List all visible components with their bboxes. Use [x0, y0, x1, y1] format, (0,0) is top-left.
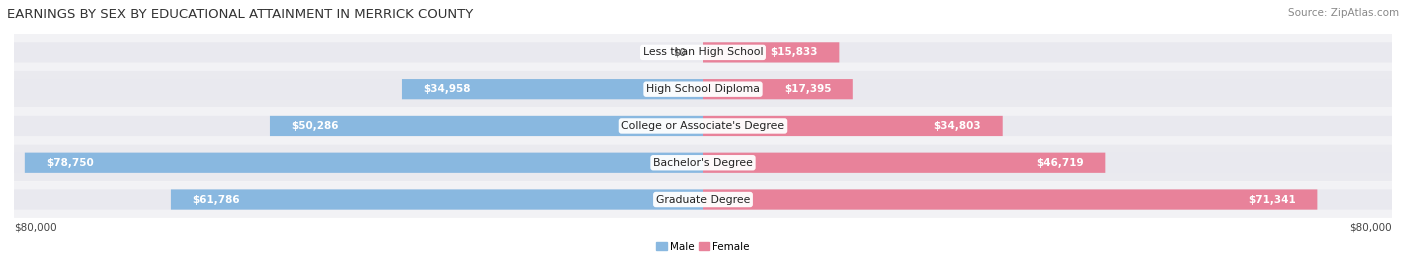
Text: $71,341: $71,341: [1249, 195, 1296, 204]
FancyBboxPatch shape: [172, 189, 703, 210]
FancyBboxPatch shape: [270, 116, 703, 136]
FancyBboxPatch shape: [14, 107, 1392, 144]
Text: $15,833: $15,833: [770, 47, 818, 57]
Text: $78,750: $78,750: [46, 158, 94, 168]
Text: Less than High School: Less than High School: [643, 47, 763, 57]
Text: $50,286: $50,286: [291, 121, 339, 131]
FancyBboxPatch shape: [14, 42, 1392, 62]
FancyBboxPatch shape: [14, 71, 1392, 107]
Text: High School Diploma: High School Diploma: [647, 84, 759, 94]
Text: EARNINGS BY SEX BY EDUCATIONAL ATTAINMENT IN MERRICK COUNTY: EARNINGS BY SEX BY EDUCATIONAL ATTAINMEN…: [7, 8, 474, 21]
FancyBboxPatch shape: [703, 42, 839, 62]
Text: Bachelor's Degree: Bachelor's Degree: [652, 158, 754, 168]
FancyBboxPatch shape: [14, 79, 1392, 99]
Text: Graduate Degree: Graduate Degree: [655, 195, 751, 204]
Text: $61,786: $61,786: [193, 195, 240, 204]
Text: $34,803: $34,803: [934, 121, 981, 131]
FancyBboxPatch shape: [25, 153, 703, 173]
Text: $46,719: $46,719: [1036, 158, 1084, 168]
Text: $34,958: $34,958: [423, 84, 471, 94]
Text: Source: ZipAtlas.com: Source: ZipAtlas.com: [1288, 8, 1399, 18]
Text: College or Associate's Degree: College or Associate's Degree: [621, 121, 785, 131]
FancyBboxPatch shape: [703, 116, 1002, 136]
FancyBboxPatch shape: [703, 153, 1105, 173]
Text: $80,000: $80,000: [14, 222, 56, 232]
Text: $80,000: $80,000: [1350, 222, 1392, 232]
FancyBboxPatch shape: [14, 34, 1392, 71]
FancyBboxPatch shape: [703, 79, 853, 99]
FancyBboxPatch shape: [14, 153, 1392, 173]
FancyBboxPatch shape: [14, 189, 1392, 210]
FancyBboxPatch shape: [703, 189, 1317, 210]
FancyBboxPatch shape: [14, 116, 1392, 136]
Text: $0: $0: [672, 47, 686, 57]
FancyBboxPatch shape: [402, 79, 703, 99]
Text: $17,395: $17,395: [783, 84, 831, 94]
Legend: Male, Female: Male, Female: [652, 237, 754, 256]
FancyBboxPatch shape: [14, 181, 1392, 218]
FancyBboxPatch shape: [14, 144, 1392, 181]
